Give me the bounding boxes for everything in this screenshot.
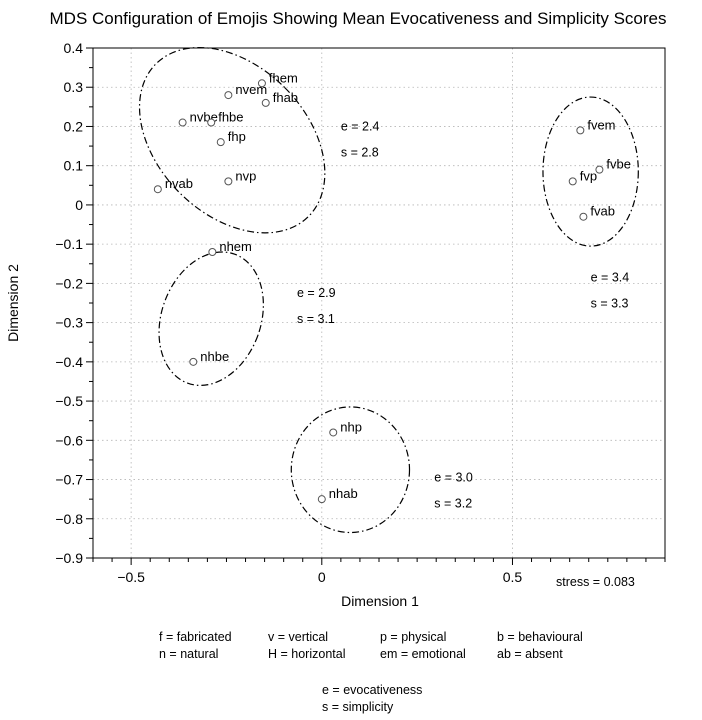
point-label: fvbe (606, 157, 631, 172)
cluster-e-label: e = 2.4 (341, 119, 380, 133)
data-point (568, 177, 577, 186)
cluster-e-label: e = 2.9 (297, 286, 336, 300)
legend-entry: ab = absent (497, 647, 563, 661)
cluster-s-label: s = 3.2 (434, 497, 472, 511)
x-tick-label: 0.5 (503, 569, 523, 585)
legend-entry: em = emotional (380, 647, 466, 661)
data-point (207, 118, 216, 127)
y-tick-label: −0.3 (55, 315, 83, 331)
point-label: fvab (590, 204, 615, 219)
cluster-ellipse (542, 96, 639, 247)
data-point (224, 91, 233, 100)
cluster-s-label: s = 3.3 (591, 296, 629, 310)
point-label: nvab (165, 176, 193, 191)
data-point (261, 98, 270, 107)
cluster-ellipse (158, 251, 264, 386)
cluster-s-label: s = 2.8 (341, 145, 379, 159)
point-label: fhp (228, 129, 246, 144)
legend-entry: b = behavioural (497, 630, 583, 644)
y-axis-label: Dimension 2 (5, 264, 21, 342)
point-label: fhbe (218, 110, 243, 125)
legend-note: s = simplicity (322, 700, 394, 714)
data-point (189, 357, 198, 366)
y-tick-label: 0.1 (64, 158, 84, 174)
cluster-e-label: e = 3.0 (434, 471, 473, 485)
legend-entry: H = horizontal (268, 647, 345, 661)
cluster-s-label: s = 3.1 (297, 312, 335, 326)
y-tick-label: 0.2 (64, 118, 84, 134)
legend: f = fabricated v = vertical p = physical b … (159, 630, 583, 714)
data-point (224, 177, 233, 186)
data-point (257, 79, 266, 88)
y-tick-label: 0.3 (64, 79, 84, 95)
x-axis-label: Dimension 1 (341, 593, 419, 609)
point-label: nhem (219, 239, 252, 254)
y-tick-label: −0.1 (55, 236, 83, 252)
cluster-ellipses: e = 2.4 s = 2.8 e = 2.9 s = 3.1 e = 3.0 s = 3… (138, 46, 639, 534)
y-tick-label: −0.2 (55, 275, 83, 291)
point-label: nvem (235, 82, 267, 97)
point-label: nhp (340, 419, 362, 434)
data-point (576, 126, 585, 135)
cluster-ellipse (138, 46, 326, 234)
data-point (579, 212, 588, 221)
y-tick-label: 0.4 (64, 40, 84, 56)
legend-entry: n = natural (159, 647, 218, 661)
cluster-e-label: e = 3.4 (591, 270, 630, 284)
chart-title: MDS Configuration of Emojis Showing Mean… (50, 9, 667, 28)
cluster-ellipse (290, 406, 411, 534)
point-label: fhab (273, 90, 298, 105)
x-tick-label: 0 (318, 569, 326, 585)
point-label: fvp (580, 168, 597, 183)
legend-entry: v = vertical (268, 630, 328, 644)
y-tick-label: −0.5 (55, 393, 83, 409)
point-label: fhem (269, 70, 298, 85)
legend-entry: f = fabricated (159, 630, 232, 644)
x-tick-label: −0.5 (117, 569, 145, 585)
point-label: nvp (235, 168, 256, 183)
data-point (329, 428, 338, 437)
data-point (153, 185, 162, 194)
legend-note: e = evocativeness (322, 683, 422, 697)
data-point (317, 495, 326, 504)
data-point (208, 248, 217, 256)
axis-ticks: −0.5 0 0.5 0.4 0.3 0.2 0.1 0 −0.1 −0.2 −0.3 −0.4 −0.… (55, 40, 666, 585)
y-tick-label: −0.8 (55, 511, 83, 527)
data-point (178, 118, 187, 127)
point-label: fvem (587, 117, 615, 132)
y-tick-label: −0.7 (55, 472, 83, 488)
data-point (595, 165, 604, 174)
y-tick-label: −0.4 (55, 354, 83, 370)
y-tick-label: −0.9 (55, 550, 83, 566)
point-label: nhab (329, 486, 358, 501)
y-tick-label: 0 (75, 197, 83, 213)
stress-label: stress = 0.083 (556, 575, 635, 589)
point-label: nhbe (200, 349, 229, 364)
data-point (216, 138, 225, 147)
y-tick-label: −0.6 (55, 432, 83, 448)
legend-entry: p = physical (380, 630, 446, 644)
